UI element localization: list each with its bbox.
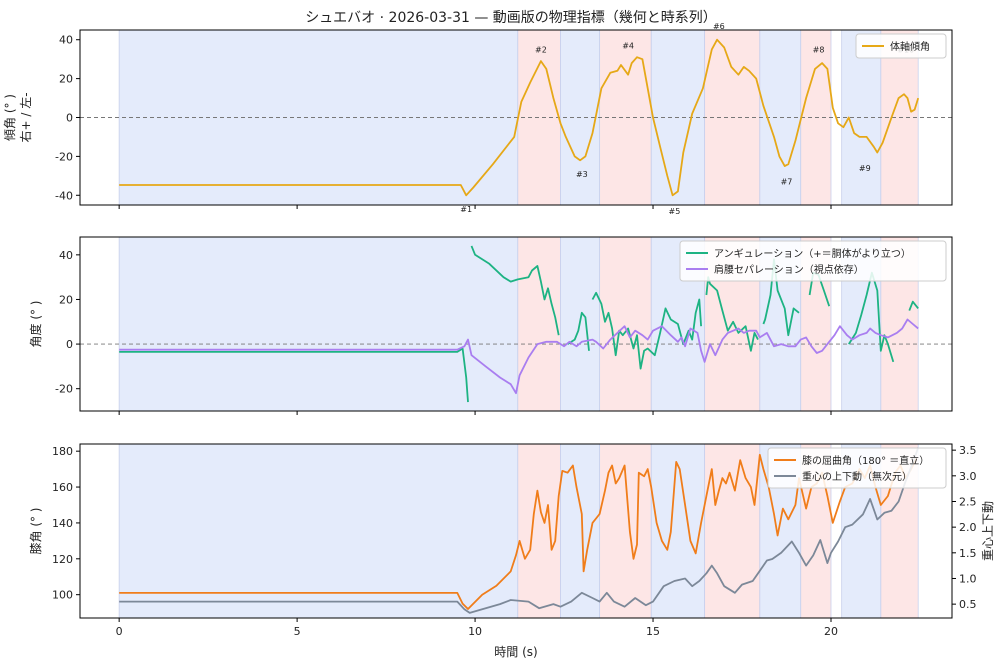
y2-tick-label: 1.5 bbox=[959, 547, 977, 560]
y-tick-label: -40 bbox=[55, 189, 73, 202]
y-axis-label: 右+ / 左- bbox=[18, 92, 33, 142]
y-tick-label: 140 bbox=[52, 517, 73, 530]
y-tick-label: 0 bbox=[66, 112, 73, 125]
x-tick-label: 5 bbox=[294, 625, 301, 638]
y2-tick-label: 2.0 bbox=[959, 521, 977, 534]
series-line bbox=[567, 311, 590, 351]
legend-box bbox=[767, 447, 947, 489]
extremum-label: #5 bbox=[668, 207, 680, 216]
series-line bbox=[119, 347, 469, 403]
legend-label: 膝の屈曲角（180° ＝直立） bbox=[802, 454, 929, 467]
y-axis-label: 角度 (° ) bbox=[28, 301, 43, 348]
x-tick-label: 20 bbox=[824, 625, 838, 638]
chart-title: シュエバオ · 2026-03-31 — 動画版の物理指標（幾何と時系列） bbox=[305, 10, 717, 26]
extremum-label: #6 bbox=[713, 22, 725, 31]
phase-band bbox=[119, 237, 518, 411]
y-tick-label: 40 bbox=[59, 249, 73, 262]
legend-label: アンギュレーション（+＝胴体がより立つ） bbox=[714, 247, 911, 260]
y-axis-label: 膝角 (° ) bbox=[29, 508, 43, 555]
plot-frame bbox=[79, 443, 953, 619]
legend-label: 体軸傾角 bbox=[890, 40, 930, 53]
y-tick-label: 160 bbox=[52, 481, 73, 494]
extremum-label: #1 bbox=[460, 205, 472, 214]
y-tick-label: 20 bbox=[59, 73, 73, 86]
x-tick-label: 0 bbox=[116, 625, 123, 638]
series-line bbox=[908, 300, 919, 311]
y-tick-label: -20 bbox=[55, 383, 73, 396]
legend-label: 重心の上下動（無次元） bbox=[802, 470, 912, 483]
y-tick-label: -20 bbox=[55, 150, 73, 163]
y2-tick-label: 3.0 bbox=[959, 470, 977, 483]
phase-band bbox=[704, 444, 760, 618]
series-line bbox=[119, 453, 918, 610]
y-axis-label: 傾角 (° ) bbox=[3, 94, 17, 141]
extremum-label: #7 bbox=[781, 178, 793, 187]
series-line bbox=[119, 318, 919, 395]
phase-band bbox=[599, 237, 652, 411]
y2-tick-label: 1.0 bbox=[959, 572, 977, 585]
y2-tick-label: 0.5 bbox=[959, 598, 977, 611]
phase-band bbox=[560, 444, 600, 618]
y-tick-label: 0 bbox=[66, 338, 73, 351]
series-line bbox=[705, 276, 759, 352]
panel-knee-com: 180 160 140 120 100 3.5 3.0 2.5 2.0 1.5 1.0 0.5 0 5 10… bbox=[29, 443, 995, 638]
extremum-label: #9 bbox=[859, 164, 871, 173]
series-line bbox=[762, 258, 800, 337]
y-tick-label: 20 bbox=[59, 293, 73, 306]
extremum-label: #2 bbox=[535, 45, 547, 54]
extremum-label: #8 bbox=[813, 45, 825, 54]
legend-label: 肩腰セパレーション（視点依存） bbox=[714, 263, 864, 276]
y2-axis-label: 重心上下動 bbox=[981, 501, 995, 561]
plot-frame bbox=[79, 236, 953, 412]
y-tick-label: 40 bbox=[59, 34, 73, 47]
extremum-label: #3 bbox=[576, 170, 588, 179]
y2-tick-label: 3.5 bbox=[959, 444, 977, 457]
extremum-label: #4 bbox=[622, 42, 634, 51]
x-axis-label: 時間 (s) bbox=[494, 645, 537, 659]
legend-box bbox=[855, 33, 947, 59]
panel-angles: 40 20 0 -20 角度 (° ) アンギュレーション（+＝胴体がより立つ） 肩腰セパレ… bbox=[28, 236, 953, 415]
x-tick-label: 10 bbox=[468, 625, 482, 638]
legend-box bbox=[679, 240, 947, 282]
series-line bbox=[470, 245, 560, 336]
phase-band bbox=[651, 444, 705, 618]
series-line bbox=[591, 291, 702, 370]
series-line bbox=[119, 38, 920, 197]
x-tick-label: 15 bbox=[646, 625, 660, 638]
y2-tick-label: 2.5 bbox=[959, 495, 977, 508]
phase-band bbox=[517, 237, 561, 411]
series-line bbox=[119, 447, 920, 614]
series-line bbox=[848, 271, 895, 363]
y-tick-label: 100 bbox=[52, 589, 73, 602]
phase-band bbox=[119, 444, 518, 618]
phase-band bbox=[517, 444, 561, 618]
y-tick-label: 180 bbox=[52, 445, 73, 458]
y-tick-label: 120 bbox=[52, 553, 73, 566]
